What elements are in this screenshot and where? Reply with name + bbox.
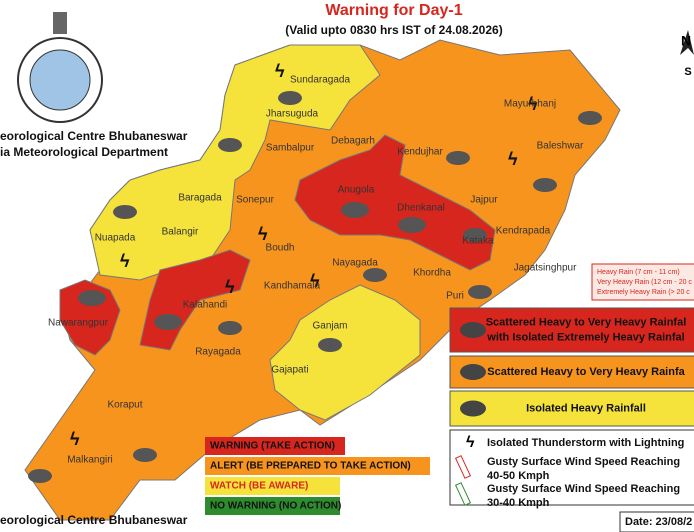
district-label: Kalahandi bbox=[183, 300, 227, 311]
map-title: Warning for Day-1 bbox=[325, 2, 462, 19]
district-label: Malkangiri bbox=[67, 455, 113, 466]
rain-scale-label: Extremely Heavy Rain (> 20 c bbox=[597, 289, 690, 296]
rain-scale-label: Very Heavy Rain (12 cm - 20 c bbox=[597, 279, 692, 286]
rain-legend-icon bbox=[460, 322, 486, 338]
district-label: Dhenkanal bbox=[397, 203, 445, 214]
svg-text:ϟ: ϟ bbox=[70, 429, 80, 449]
warning-level-label: NO WARNING (NO ACTION) bbox=[210, 501, 341, 512]
warning-level-swatch bbox=[205, 477, 340, 495]
district-label: Khordha bbox=[413, 268, 451, 279]
district-label: Anugola bbox=[338, 185, 375, 196]
warning-level-label: ALERT (BE PREPARED TO TAKE ACTION) bbox=[210, 461, 411, 472]
map-subtitle: (Valid upto 0830 hrs IST of 24.08.2026) bbox=[285, 23, 502, 37]
warning-level-label: WARNING (TAKE ACTION) bbox=[210, 441, 335, 452]
district-label: Boudh bbox=[266, 243, 295, 254]
symbol-legend-label: Gusty Surface Wind Speed Reaching bbox=[487, 483, 680, 495]
north-arrow bbox=[680, 30, 694, 55]
warning-level-swatch bbox=[205, 457, 430, 475]
district-label: Kandhamala bbox=[264, 281, 321, 292]
imd-emblem bbox=[17, 12, 103, 123]
rain-scale-label: Heavy Rain (7 cm - 11 cm) bbox=[597, 269, 680, 276]
district-label: Gajapati bbox=[271, 365, 308, 376]
svg-text:ϟ: ϟ bbox=[225, 277, 235, 297]
footer-date: Date: 23/08/2 bbox=[625, 516, 692, 528]
district-label: Sonepur bbox=[236, 195, 274, 206]
svg-text:ϟ: ϟ bbox=[258, 224, 268, 244]
district-label: Sundaragada bbox=[290, 75, 350, 86]
district-label: Debagarh bbox=[331, 136, 375, 147]
compass-n: N bbox=[681, 33, 691, 49]
symbol-legend-label: Gusty Surface Wind Speed Reaching bbox=[487, 456, 680, 468]
district-label: Puri bbox=[446, 291, 464, 302]
district-label: Mayurbhanj bbox=[504, 99, 556, 110]
rain-legend-label: with Isolated Extremely Heavy Rainfal bbox=[486, 331, 684, 343]
symbol-legend-label: 40-50 Kmph bbox=[487, 470, 550, 482]
district-label: Nayagada bbox=[332, 258, 378, 269]
rain-legend-box bbox=[449, 390, 694, 427]
district-label: Kendujhar bbox=[397, 147, 443, 158]
rain-legend-icon bbox=[460, 364, 486, 380]
rain-legend-label: Scattered Heavy to Very Heavy Rainfa bbox=[487, 366, 685, 378]
district-label: Rayagada bbox=[195, 347, 241, 358]
org-line: eorological Centre Bhubaneswar bbox=[0, 129, 188, 143]
district-label: Nawarangpur bbox=[48, 318, 109, 329]
symbol-legend-label: 30-40 Kmph bbox=[487, 497, 550, 509]
warning-level-swatch bbox=[205, 497, 340, 515]
rain-scale-box bbox=[591, 263, 694, 301]
warning-region-central bbox=[294, 134, 496, 271]
watch-region-south bbox=[269, 284, 421, 421]
rain-legend-icon bbox=[460, 400, 486, 417]
district-label: Baragada bbox=[178, 193, 222, 204]
svg-text:ϟ: ϟ bbox=[528, 94, 538, 114]
lightning-icons: ϟ ϟ ϟ ϟ ϟ ϟ ϟ ϟ bbox=[70, 61, 538, 449]
svg-text:ϟ: ϟ bbox=[508, 149, 518, 169]
district-label: Nuapada bbox=[95, 233, 136, 244]
district-label: Jharsuguda bbox=[266, 109, 319, 120]
svg-text:ϟ: ϟ bbox=[275, 61, 285, 81]
district-label: Jajpur bbox=[470, 195, 498, 206]
symbol-legend-label: Isolated Thunderstorm with Lightning bbox=[487, 437, 684, 449]
district-label: Jagatsinghpur bbox=[514, 263, 577, 274]
footer-org: eorological Centre Bhubaneswar bbox=[0, 513, 188, 527]
rain-legend-box bbox=[449, 307, 694, 353]
org-line: ia Meteorological Department bbox=[0, 145, 168, 159]
district-label: Sambalpur bbox=[266, 143, 315, 154]
district-label: Kendrapada bbox=[496, 226, 551, 237]
svg-text:ϟ: ϟ bbox=[310, 271, 320, 291]
rain-legend-label: Isolated Heavy Rainfall bbox=[526, 402, 646, 414]
district-label: Ganjam bbox=[312, 321, 347, 332]
district-label: Balangir bbox=[162, 227, 199, 238]
date-box bbox=[619, 511, 694, 532]
rain-legend-box bbox=[449, 355, 694, 389]
svg-text:ϟ: ϟ bbox=[120, 251, 130, 271]
symbol-legend-box bbox=[449, 429, 694, 506]
lightning-symbol: ϟ bbox=[466, 434, 475, 451]
district-label: Baleshwar bbox=[537, 141, 584, 152]
rain-legend-label: Scattered Heavy to Very Heavy Rainfal bbox=[486, 316, 687, 328]
warning-level-swatch bbox=[205, 437, 345, 455]
district-label: Koraput bbox=[107, 400, 142, 411]
district-label: Kataka bbox=[462, 236, 494, 247]
windsock-symbols bbox=[454, 455, 472, 506]
weather-icons bbox=[28, 91, 602, 483]
warning-level-label: WATCH (BE AWARE) bbox=[210, 481, 308, 492]
compass-s: S bbox=[684, 66, 691, 78]
